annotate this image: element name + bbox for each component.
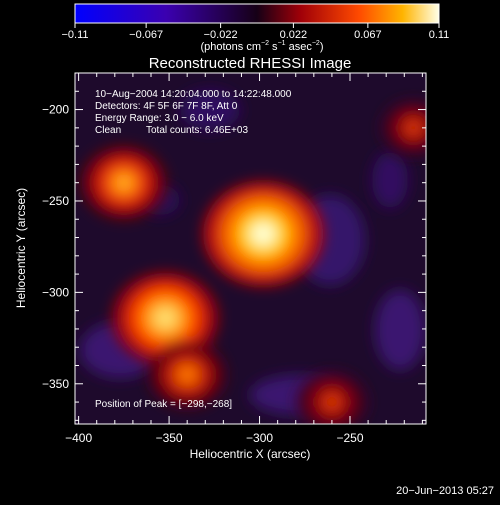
x-tick-label: −400 xyxy=(65,431,92,445)
colorbar-tick-label: 0.11 xyxy=(429,29,450,41)
footer-date: 20−Jun−2013 05:27 xyxy=(396,485,494,497)
emission-source xyxy=(148,341,226,409)
colorbar-tick-label: −0.11 xyxy=(61,29,88,41)
y-axis-label: Heliocentric Y (arcsec) xyxy=(14,188,28,308)
emission-source xyxy=(203,181,324,286)
colorbar-tick-label: −0.067 xyxy=(129,29,163,41)
x-tick-label: −250 xyxy=(336,431,363,445)
annotation-energy-range: Energy Range: 3.0 − 6.0 keV xyxy=(95,113,224,124)
annotation-total-counts: Total counts: 6.46E+03 xyxy=(146,125,248,136)
heatmap-area xyxy=(75,73,426,424)
y-tick-label: −250 xyxy=(42,194,69,208)
colorbar-unit-label: (photons cm−2 s−1 asec−2) xyxy=(200,40,323,53)
colorbar-ticks: −0.11 −0.067 −0.022 0.022 0.067 0.11 xyxy=(61,23,449,41)
emission-sources xyxy=(81,100,426,424)
emission-source xyxy=(296,371,368,424)
plot-axes: −400 −350 −300 −250 −200 −250 −300 −350 xyxy=(42,72,426,445)
y-tick-label: −300 xyxy=(42,285,69,299)
x-tick-label: −300 xyxy=(246,431,273,445)
annotation-detectors: Detectors: 4F 5F 6F 7F 8F, Att 0 xyxy=(95,101,238,112)
x-axis-label: Heliocentric X (arcsec) xyxy=(190,447,311,461)
annotation-time-range: 10−Aug−2004 14:20:04.000 to 14:22:48.000 xyxy=(95,89,292,100)
plot-frame xyxy=(74,72,427,425)
annotation-clean: Clean xyxy=(95,125,121,136)
emission-source xyxy=(81,146,167,220)
annotation-peak-position: Position of Peak = [−298,−268] xyxy=(95,399,232,410)
colorbar-tick-label: 0.067 xyxy=(354,29,382,41)
x-tick-label: −350 xyxy=(156,431,183,445)
info-annotations: 10−Aug−2004 14:20:04.000 to 14:22:48.000… xyxy=(95,89,292,410)
y-tick-label: −200 xyxy=(42,103,69,117)
colorbar-tick-label: −0.022 xyxy=(204,29,238,41)
emission-source xyxy=(381,100,426,156)
chart-title: Reconstructed RHESSI Image xyxy=(149,55,352,72)
emission-source xyxy=(112,272,219,364)
y-tick-label: −350 xyxy=(42,377,69,391)
colorbar-tick-label: 0.022 xyxy=(280,29,308,41)
colorbar xyxy=(74,3,440,24)
